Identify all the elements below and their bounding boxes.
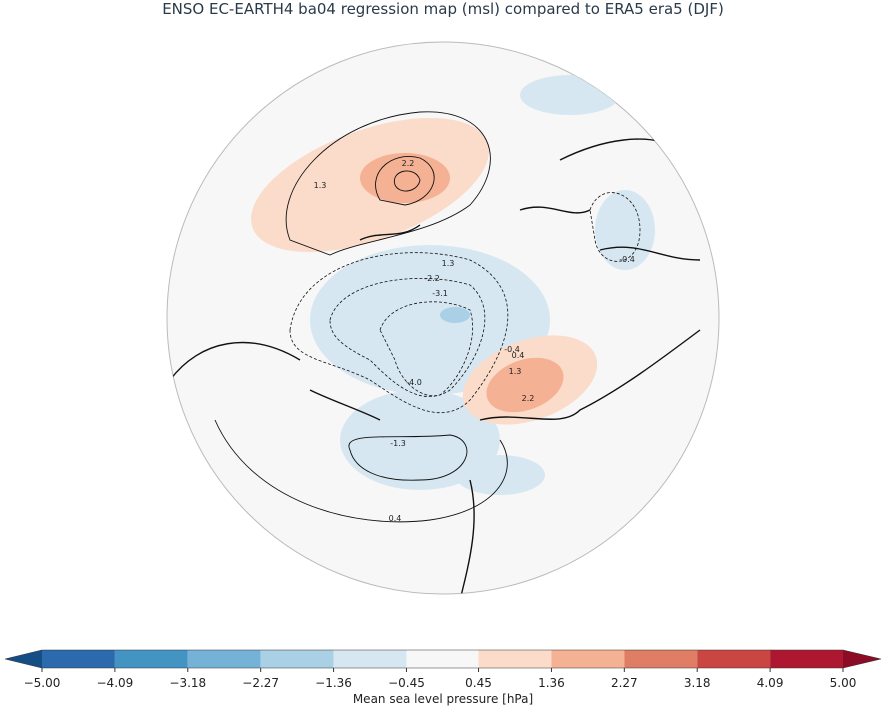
contour-label: -2.2 (424, 274, 440, 283)
contour-label: 2.2 (522, 394, 535, 403)
colorbar-tick-label: 1.36 (538, 676, 565, 690)
contour-label: -4.0 (406, 378, 422, 387)
colorbar-bin (187, 650, 261, 668)
colorbar-bin (697, 650, 771, 668)
title: ENSO EC-EARTH4 ba04 regression map (msl)… (162, 0, 724, 18)
field (169, 75, 701, 594)
colorbar-tick-label: 3.18 (684, 676, 711, 690)
contour-label: -3.1 (432, 289, 448, 298)
colorbar-bin (770, 650, 843, 668)
colorbar-bin (624, 650, 698, 668)
colorbar-tick-label: −4.09 (97, 676, 134, 690)
colorbar-label: Mean sea level pressure [hPa] (353, 692, 533, 706)
colorbar-tick-label: 4.09 (757, 676, 784, 690)
colorbar-bin (42, 650, 115, 668)
map (166, 41, 720, 595)
contour-label: -1.3 (390, 439, 406, 448)
contour-label: 1.3 (314, 181, 327, 190)
contour-label: -0.4 (504, 345, 520, 354)
colorbar-extend-low (5, 650, 42, 668)
colorbar: −5.00 −4.09 −3.18 −2.27 −1.36 −0.45 0.45 1.36 2.… (4, 649, 882, 690)
colorbar-bin (406, 650, 479, 668)
contour-label: 1.3 (509, 367, 522, 376)
colorbar-tick-label: −3.18 (169, 676, 206, 690)
colorbar-tick-label: 0.45 (465, 676, 492, 690)
colorbar-bin (114, 650, 188, 668)
colorbar-bin (333, 650, 407, 668)
colorbar-bin (478, 650, 552, 668)
colorbar-tick-label: −2.27 (242, 676, 279, 690)
colorbar-tick-label: 2.27 (611, 676, 638, 690)
contour-label: 2.2 (402, 159, 415, 168)
colorbar-tick-label: 5.00 (830, 676, 857, 690)
colorbar-tick-label: −0.45 (388, 676, 425, 690)
contour-label: 0.4 (389, 514, 402, 523)
contour-label: 0.4 (512, 351, 525, 360)
colorbar-bin (551, 650, 625, 668)
colorbar-extend-high (843, 650, 881, 668)
colorbar-tick-label: −1.36 (315, 676, 352, 690)
contour-labels: 2.21.31.3-2.2-3.1-4.0-0.40.41.32.2-1.30.… (314, 159, 635, 523)
contour-label: 1.3 (442, 259, 455, 268)
colorbar-bin (260, 650, 334, 668)
contour-label: -0.4 (619, 255, 635, 264)
colorbar-tick-label: −5.00 (24, 676, 61, 690)
